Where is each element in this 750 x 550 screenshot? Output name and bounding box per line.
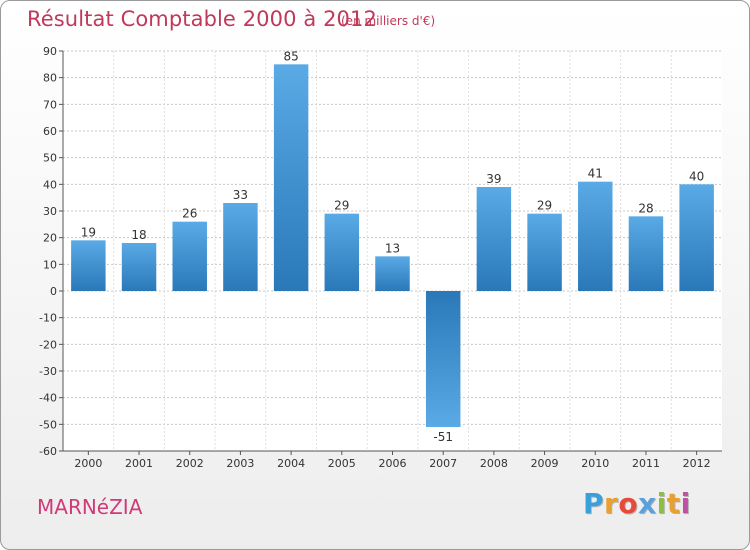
logo-letter: i <box>680 487 691 520</box>
bar-2002 <box>172 221 207 291</box>
x-tick-label-2005: 2005 <box>328 457 356 470</box>
bars <box>71 64 714 427</box>
bar-2007 <box>425 291 461 427</box>
y-tick-label: -30 <box>39 365 57 378</box>
x-tick-label-2002: 2002 <box>176 457 204 470</box>
y-tick-label: 90 <box>43 45 57 58</box>
x-tick-label-2011: 2011 <box>632 457 660 470</box>
x-tick-label-2001: 2001 <box>125 457 153 470</box>
bar-2010 <box>578 181 613 291</box>
bar-2009 <box>527 213 562 291</box>
bar-2000 <box>71 240 106 291</box>
x-tick-label-2003: 2003 <box>226 457 254 470</box>
y-tick-label: -40 <box>39 392 57 405</box>
data-label-2007: -51 <box>433 430 453 444</box>
data-labels: 19 18 26 33 85 29 13 -51 39 29 41 28 40 <box>81 49 705 444</box>
x-tick-label-2004: 2004 <box>277 457 305 470</box>
x-tick-label-2007: 2007 <box>429 457 457 470</box>
data-label-2012: 40 <box>689 169 704 183</box>
bar-2005 <box>324 213 360 291</box>
data-label-2008: 39 <box>486 172 501 186</box>
chart-title: Résultat Comptable 2000 à 2012 <box>27 7 377 31</box>
data-label-2011: 28 <box>638 201 653 215</box>
data-label-2000: 19 <box>81 225 96 239</box>
y-tick-label: 50 <box>43 152 57 165</box>
logo-letter: P <box>583 487 605 520</box>
y-tick-label: 40 <box>43 178 57 191</box>
y-tick-label: 70 <box>43 98 57 111</box>
y-tick-label: -60 <box>39 445 57 458</box>
axes: 9080706050403020100-10-20-30-40-50-60200… <box>39 45 722 470</box>
logo-letter: o <box>618 487 639 520</box>
logo-letter: r <box>604 487 619 520</box>
data-label-2005: 29 <box>334 199 349 213</box>
y-tick-label: 60 <box>43 125 57 138</box>
data-label-2004: 85 <box>283 49 298 63</box>
data-label-2009: 29 <box>537 199 552 213</box>
data-label-2001: 18 <box>131 228 146 242</box>
chart-unit: (en milliers d'€) <box>341 14 436 28</box>
data-label-2003: 33 <box>233 188 248 202</box>
bar-2008 <box>476 187 512 291</box>
y-tick-label: -50 <box>39 418 57 431</box>
x-tick-label-2009: 2009 <box>531 457 559 470</box>
bar-2012 <box>679 184 714 291</box>
x-tick-label-2006: 2006 <box>379 457 407 470</box>
logo-letter: x <box>638 487 657 520</box>
y-tick-label: -20 <box>39 338 57 351</box>
data-label-2002: 26 <box>182 207 197 221</box>
y-tick-label: 0 <box>50 285 57 298</box>
y-tick-label: 10 <box>43 258 57 271</box>
data-label-2010: 41 <box>588 167 603 181</box>
bar-2011 <box>628 216 664 291</box>
proxiti-logo: Proxiti <box>583 487 691 520</box>
x-tick-label-2000: 2000 <box>74 457 102 470</box>
y-tick-label: 80 <box>43 72 57 85</box>
bar-2004 <box>273 64 309 291</box>
bar-2001 <box>121 243 157 291</box>
y-tick-label: 20 <box>43 232 57 245</box>
x-tick-label-2012: 2012 <box>683 457 711 470</box>
place-name: MARNéZIA <box>37 495 143 519</box>
bar-2003 <box>223 203 258 291</box>
logo-letter: t <box>666 487 681 520</box>
x-tick-label-2008: 2008 <box>480 457 508 470</box>
data-label-2006: 13 <box>385 241 400 255</box>
logo-letter: i <box>656 487 667 520</box>
y-tick-label: 30 <box>43 205 57 218</box>
bar-2006 <box>375 256 410 291</box>
x-tick-label-2010: 2010 <box>581 457 609 470</box>
y-tick-label: -10 <box>39 312 57 325</box>
